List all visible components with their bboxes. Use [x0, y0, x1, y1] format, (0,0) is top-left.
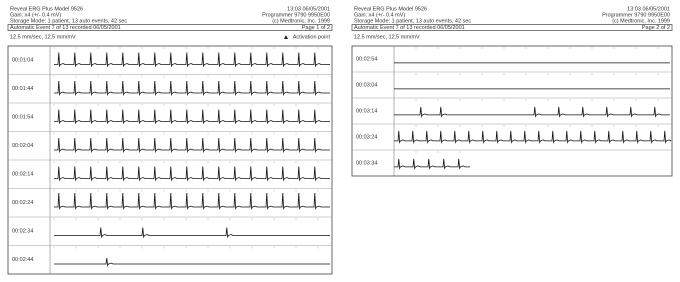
- activation-marker: Activation point: [293, 34, 331, 40]
- row-time: 00:03:34: [356, 160, 377, 166]
- ecg-trace: [54, 81, 330, 95]
- row-time: 00:02:34: [12, 229, 33, 235]
- ecg-trace: [54, 258, 330, 266]
- ecg-trace: [54, 53, 330, 67]
- ecg-trace: [54, 138, 330, 152]
- marker-icon: [284, 35, 288, 39]
- row-time: 00:01:54: [12, 115, 33, 121]
- header-company: (c) Medtronic, Inc. 1999: [612, 18, 670, 24]
- row-time: 00:02:24: [12, 200, 33, 206]
- ecg-trace: [54, 193, 330, 209]
- row-time: 00:03:14: [356, 108, 377, 114]
- ecg-trace: [54, 110, 330, 124]
- row-time: 00:03:04: [356, 82, 377, 88]
- header-page: Page 1 of 2: [302, 25, 330, 31]
- row-time: 00:01:44: [12, 86, 33, 92]
- row-time: 00:03:24: [356, 134, 377, 140]
- ecg-trace: [394, 159, 470, 169]
- header-page: Page 2 of 2: [642, 25, 670, 31]
- ecg-trace: [394, 107, 670, 117]
- row-time: 00:01:04: [12, 58, 33, 64]
- row-time: 00:02:44: [12, 257, 33, 263]
- header-event: Automatic Event 7 of 13 recorded 06/05/2…: [10, 25, 121, 31]
- ecg-trace: [54, 228, 330, 238]
- row-time: 00:02:14: [12, 172, 33, 178]
- header-company: (c) Medtronic, Inc. 1999: [272, 18, 330, 24]
- ecg-trace: [394, 131, 671, 143]
- strip-frame: [352, 46, 672, 176]
- header-storage: Storage Mode: 1 patient, 13 auto events,…: [10, 18, 127, 24]
- header-speed: 12.5 mm/sec, 12.5 mm/mV: [354, 34, 420, 40]
- ecg-trace: [54, 167, 330, 181]
- document: Reveal ERG Plus Model 952613:03 06/05/20…: [0, 0, 680, 277]
- header-storage: Storage Mode: 1 patient, 13 auto events,…: [354, 18, 471, 24]
- header-speed: 12.5 mm/sec, 12.5 mm/mV: [10, 34, 76, 40]
- row-time: 00:02:04: [12, 143, 33, 149]
- header-event: Automatic Event 7 of 13 recorded 06/05/2…: [354, 25, 465, 31]
- row-time: 00:02:54: [356, 56, 377, 62]
